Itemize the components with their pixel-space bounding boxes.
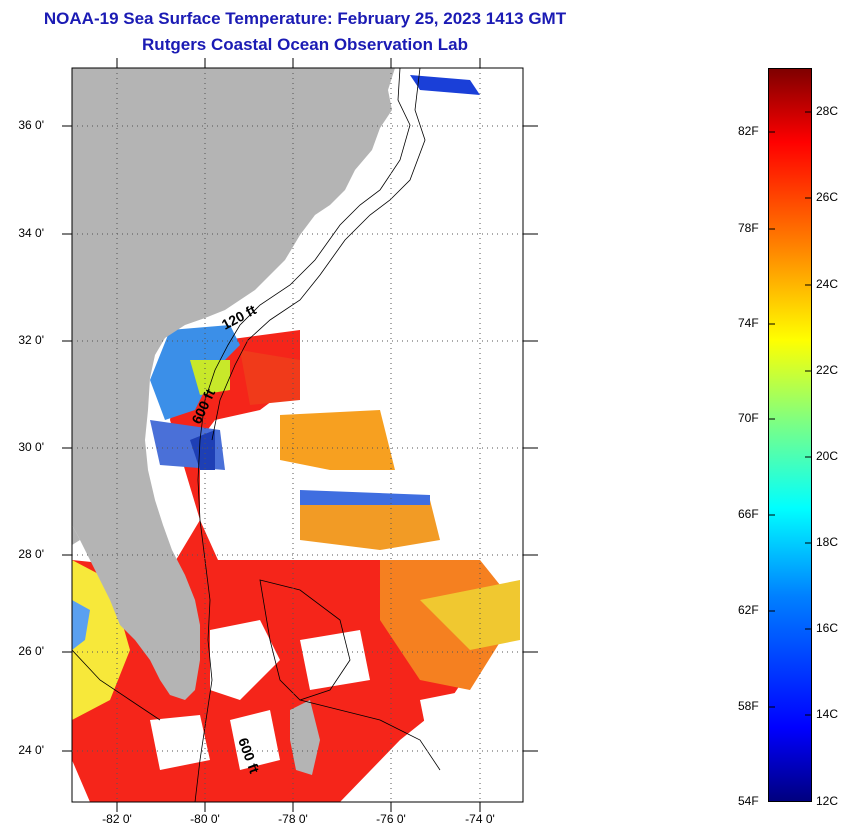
graticule bbox=[72, 68, 523, 802]
axis-ticks bbox=[62, 58, 538, 812]
cbar-c-28: 28C bbox=[816, 104, 839, 118]
cbar-c-20: 20C bbox=[816, 449, 839, 463]
cbar-c-18: 18C bbox=[816, 535, 839, 549]
lat-label-36: 36 0' bbox=[18, 118, 44, 132]
lon-label-82: -82 0' bbox=[102, 812, 132, 826]
lat-label-26: 26 0' bbox=[18, 644, 44, 658]
lon-label-78: -78 0' bbox=[278, 812, 308, 826]
cbar-f-58: 58F bbox=[738, 699, 759, 713]
map-title: NOAA-19 Sea Surface Temperature: Februar… bbox=[43, 9, 567, 28]
colorbar bbox=[768, 68, 812, 802]
cbar-f-82: 82F bbox=[738, 124, 759, 138]
map-subtitle: Rutgers Coastal Ocean Observation Lab bbox=[142, 35, 468, 54]
mid-water bbox=[280, 410, 395, 470]
lat-label-30: 30 0' bbox=[18, 440, 44, 454]
land-mainland bbox=[72, 68, 395, 700]
colorbar-gradient bbox=[769, 69, 811, 801]
land-bahamas-andros bbox=[290, 700, 320, 775]
cbar-c-14: 14C bbox=[816, 707, 839, 721]
cbar-c-26: 26C bbox=[816, 190, 839, 204]
cbar-f-74: 74F bbox=[738, 316, 759, 330]
lon-label-80: -80 0' bbox=[190, 812, 220, 826]
cbar-f-62: 62F bbox=[738, 603, 759, 617]
cbar-f-54: 54F bbox=[738, 794, 759, 808]
cbar-c-12: 12C bbox=[816, 794, 839, 808]
lon-label-76: -76 0' bbox=[376, 812, 406, 826]
map-area bbox=[72, 68, 523, 802]
lat-label-24: 24 0' bbox=[18, 743, 44, 757]
lon-label-74: -74 0' bbox=[465, 812, 495, 826]
depth-contours bbox=[72, 68, 441, 802]
lat-label-32: 32 0' bbox=[18, 333, 44, 347]
cbar-f-70: 70F bbox=[738, 411, 759, 425]
lat-label-28: 28 0' bbox=[18, 547, 44, 561]
lat-label-34: 34 0' bbox=[18, 226, 44, 240]
cbar-c-22: 22C bbox=[816, 363, 839, 377]
cbar-c-16: 16C bbox=[816, 621, 839, 635]
map-frame bbox=[71, 67, 524, 803]
cbar-c-24: 24C bbox=[816, 277, 839, 291]
cbar-f-78: 78F bbox=[738, 221, 759, 235]
cbar-f-66: 66F bbox=[738, 507, 759, 521]
